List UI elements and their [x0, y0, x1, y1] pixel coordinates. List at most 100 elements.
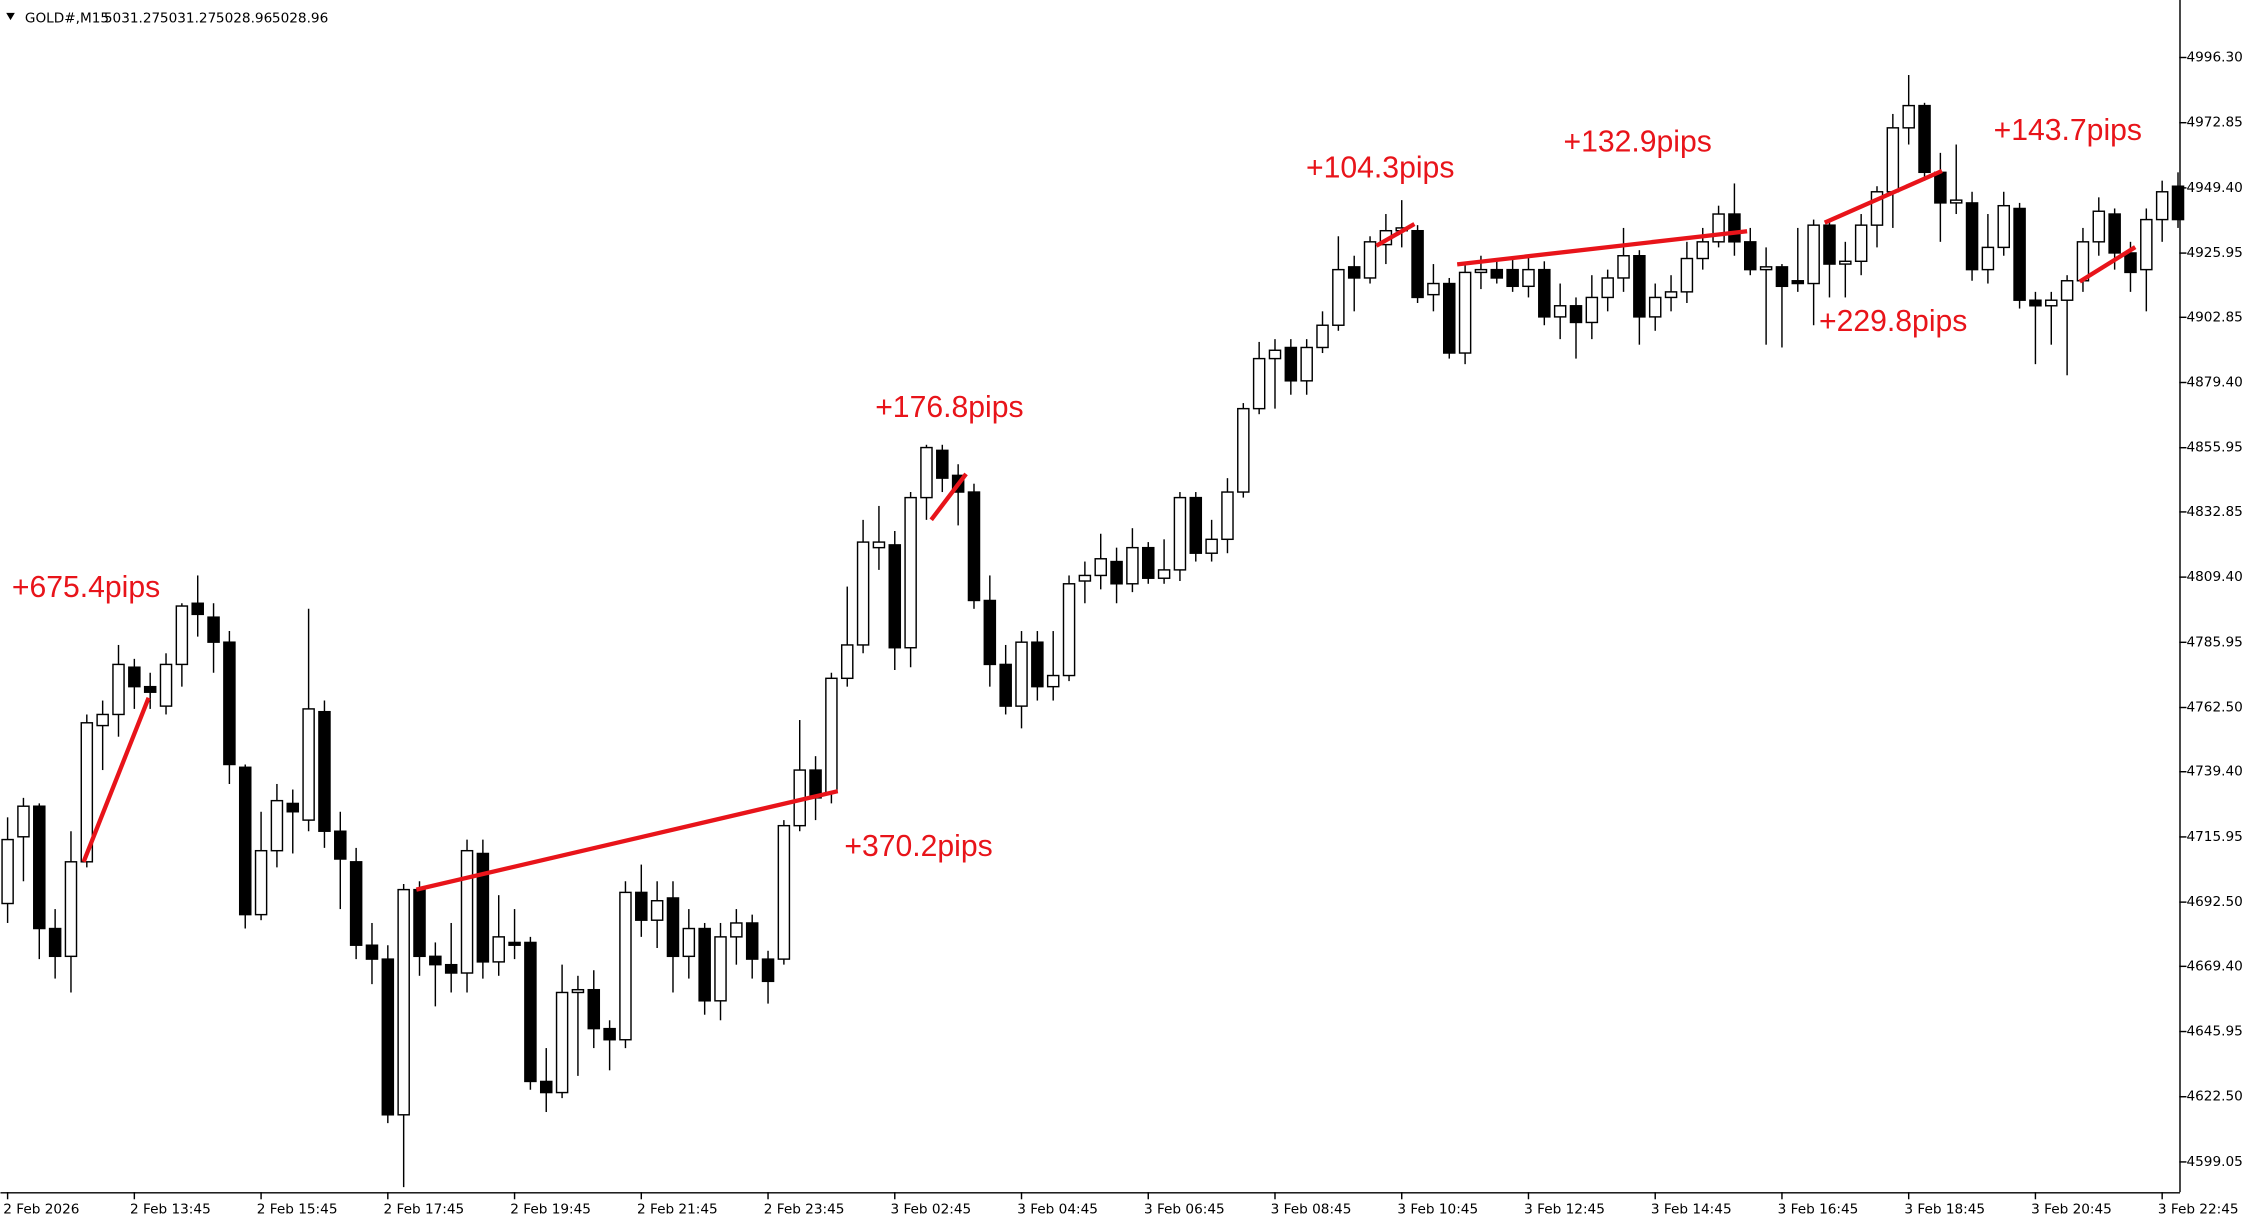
- candle-body: [1712, 213, 1725, 243]
- candle-body: [2092, 210, 2106, 243]
- candle-body: [1601, 277, 1614, 299]
- candle-body: [1046, 674, 1060, 688]
- candle-body: [539, 1080, 553, 1094]
- candle-body: [159, 663, 173, 707]
- candle-body: [2124, 252, 2137, 274]
- x-tick-label: 2 Feb 17:45: [384, 1201, 465, 1217]
- candle-body: [492, 936, 505, 963]
- candle-body: [286, 802, 300, 813]
- candle-body: [254, 849, 268, 916]
- x-tick-label: 3 Feb 20:45: [2031, 1201, 2112, 1217]
- x-tick-label: 3 Feb 04:45: [1017, 1201, 1098, 1217]
- candle-body: [571, 988, 585, 994]
- candle-body: [381, 958, 395, 1116]
- y-tick-label: 4996.30: [2186, 50, 2242, 66]
- candle-body: [112, 663, 125, 716]
- candle-body: [1981, 246, 1995, 271]
- candle-body: [666, 897, 680, 958]
- candle-body: [1775, 266, 1789, 288]
- y-tick-label: 4972.85: [2186, 115, 2242, 131]
- candle-body: [1474, 268, 1488, 274]
- y-tick-label: 4949.40: [2186, 180, 2242, 196]
- y-tick-label: 4622.50: [2186, 1089, 2242, 1105]
- y-tick-label: 4902.85: [2186, 309, 2242, 325]
- candle-body: [1648, 296, 1662, 318]
- candle-body: [1157, 569, 1171, 579]
- candle-body: [175, 605, 189, 666]
- candle-body: [191, 602, 204, 616]
- candle-body: [1221, 491, 1234, 541]
- y-tick-label: 4855.95: [2186, 440, 2242, 456]
- candle-body: [1, 838, 14, 905]
- candle-body: [143, 685, 157, 693]
- candle-body: [936, 449, 949, 479]
- candle-body: [1807, 224, 1820, 285]
- candle-body: [365, 944, 379, 960]
- header-price: 5031.27: [160, 11, 216, 27]
- trend-line: [1823, 168, 1943, 225]
- candle-body: [413, 888, 426, 958]
- annotation-label: +143.7pips: [1994, 114, 2142, 147]
- candle-body: [1141, 546, 1155, 579]
- candle-body: [1268, 349, 1282, 360]
- candle-body: [2108, 213, 2121, 254]
- candle-body: [524, 941, 537, 1083]
- candle-body: [2171, 185, 2185, 221]
- candle-body: [1126, 546, 1139, 585]
- candle-body: [1205, 538, 1218, 554]
- candle-body: [48, 927, 62, 958]
- trend-line: [81, 696, 151, 863]
- candle-body: [840, 644, 854, 680]
- candle-body: [1538, 268, 1551, 318]
- y-tick-label: 4762.50: [2186, 700, 2242, 716]
- candle-body: [1442, 282, 1456, 354]
- trend-line: [2078, 245, 2137, 284]
- candle-body: [460, 849, 474, 974]
- candle-body: [270, 799, 284, 852]
- candle-body: [1284, 346, 1298, 382]
- candle-body: [1854, 224, 1868, 263]
- candle-body: [1902, 104, 1915, 129]
- x-tick-label: 3 Feb 18:45: [1904, 1201, 1985, 1217]
- candle-body: [1506, 268, 1519, 288]
- y-tick-label: 4645.95: [2186, 1024, 2242, 1040]
- candle-body: [1189, 496, 1203, 554]
- candle-body: [761, 958, 775, 983]
- candle-body: [2029, 299, 2042, 307]
- annotation-label: +104.3pips: [1306, 152, 1454, 185]
- candle-body: [223, 641, 236, 766]
- y-tick-label: 4599.05: [2186, 1154, 2242, 1170]
- trend-line: [929, 472, 968, 522]
- symbol-label: GOLD#,M15: [25, 11, 109, 27]
- x-tick-label: 2 Feb 23:45: [764, 1201, 845, 1217]
- candle-body: [128, 666, 141, 688]
- candle-body: [650, 900, 664, 921]
- x-tick-label: 2 Feb 13:45: [130, 1201, 211, 1217]
- candle-body: [856, 541, 870, 646]
- candle-body: [872, 541, 886, 549]
- menu-triangle[interactable]: [6, 12, 15, 21]
- candle-body: [1363, 241, 1377, 279]
- candle-body: [1633, 255, 1646, 318]
- candle-body: [1173, 496, 1187, 571]
- candle-body: [682, 927, 696, 958]
- annotation-label: +229.8pips: [1819, 305, 1967, 338]
- y-tick-label: 4879.40: [2186, 375, 2242, 391]
- candle-body: [508, 941, 521, 946]
- x-tick-label: 3 Feb 12:45: [1524, 1201, 1605, 1217]
- candle-body: [1696, 241, 1710, 260]
- annotation-label: +176.8pips: [875, 391, 1023, 424]
- candle-body: [888, 544, 902, 649]
- candle-body: [983, 599, 997, 666]
- candle-body: [1965, 202, 1979, 271]
- x-tick-label: 3 Feb 14:45: [1651, 1201, 1732, 1217]
- candle-body: [80, 722, 94, 863]
- candle-body: [1347, 266, 1361, 279]
- candle-body: [619, 891, 632, 1041]
- candle-body: [635, 891, 648, 921]
- candle-body: [967, 491, 981, 602]
- candle-body: [587, 988, 601, 1030]
- x-tick-label: 2 Feb 2026: [3, 1201, 79, 1217]
- candle-body: [1427, 282, 1440, 296]
- candle-body: [920, 446, 933, 499]
